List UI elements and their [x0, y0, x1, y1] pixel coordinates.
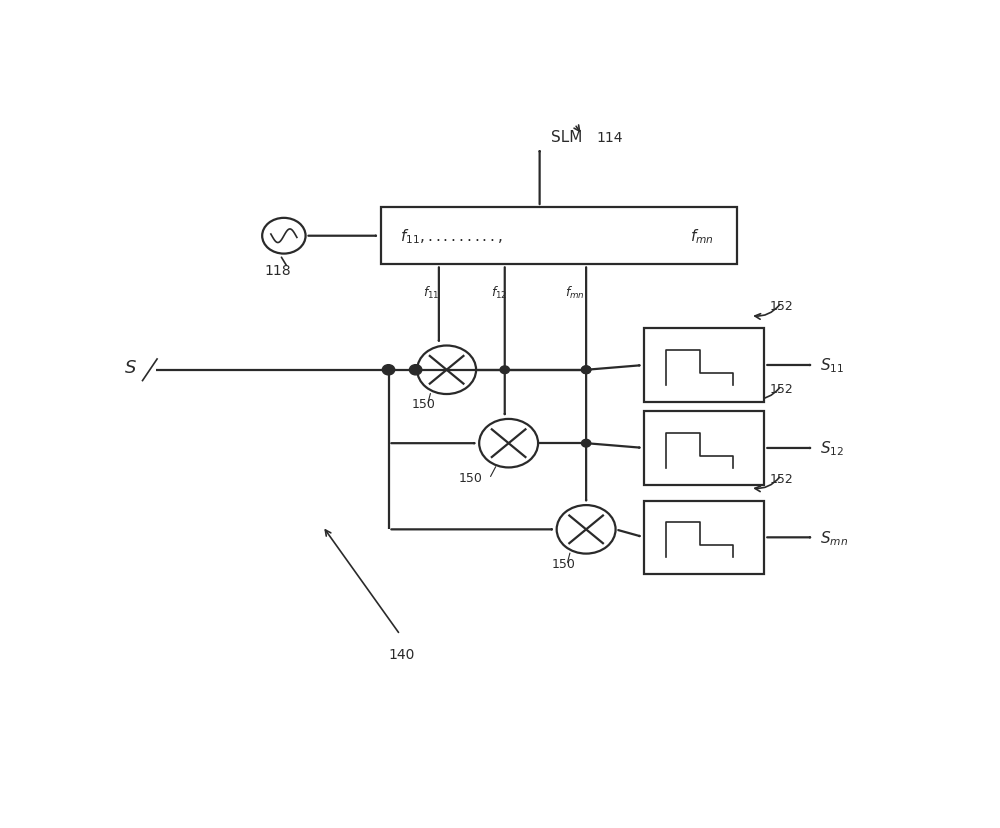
- Circle shape: [581, 440, 591, 447]
- Text: 150: 150: [551, 557, 575, 570]
- Circle shape: [382, 365, 395, 375]
- Text: $f_{11}$: $f_{11}$: [423, 284, 440, 301]
- Text: SLM: SLM: [551, 130, 583, 145]
- Text: 150: 150: [458, 471, 482, 484]
- Text: $f_{mn}$: $f_{mn}$: [690, 227, 714, 246]
- Text: 152: 152: [770, 472, 793, 485]
- Text: $S_{mn}$: $S_{mn}$: [820, 528, 848, 547]
- Bar: [644, 412, 764, 485]
- Circle shape: [409, 365, 422, 375]
- Text: $S_{11}$: $S_{11}$: [820, 356, 844, 375]
- Circle shape: [581, 367, 591, 374]
- Text: $f_{mn}$: $f_{mn}$: [565, 284, 585, 301]
- Text: 114: 114: [596, 132, 623, 145]
- Bar: [644, 329, 764, 402]
- Text: 152: 152: [770, 383, 793, 396]
- Text: $S_{12}$: $S_{12}$: [820, 439, 844, 458]
- Text: 152: 152: [770, 300, 793, 313]
- Text: 118: 118: [264, 264, 291, 278]
- Bar: [644, 501, 764, 575]
- Text: $S$: $S$: [124, 359, 137, 376]
- FancyBboxPatch shape: [381, 208, 737, 265]
- Text: 140: 140: [388, 647, 415, 661]
- Text: $f_{12}$: $f_{12}$: [491, 284, 507, 301]
- Text: $f_{11},.........,\,$: $f_{11},.........,\,$: [400, 227, 503, 246]
- Text: 150: 150: [412, 397, 436, 411]
- Circle shape: [500, 367, 509, 374]
- Circle shape: [581, 367, 591, 374]
